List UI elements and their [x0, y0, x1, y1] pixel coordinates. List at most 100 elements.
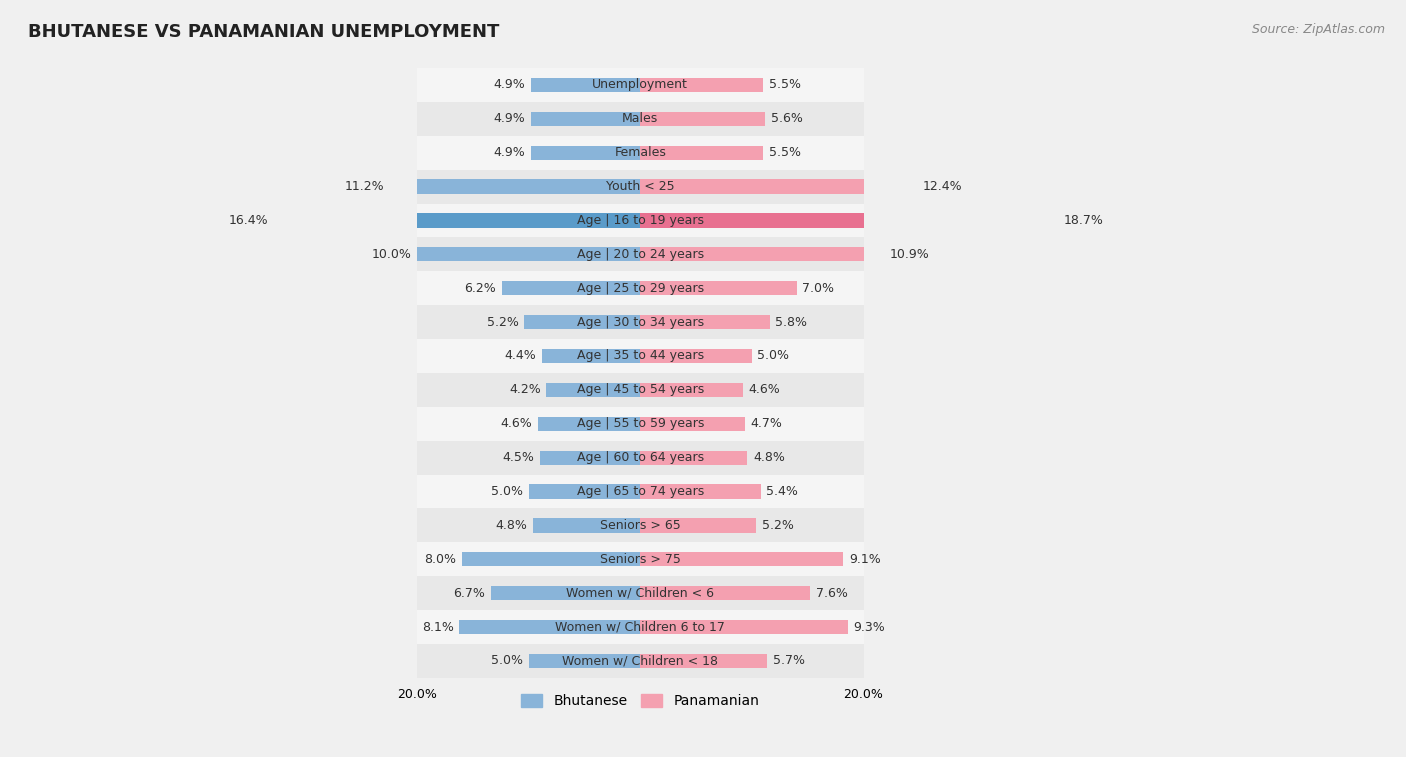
- Bar: [418, 339, 863, 373]
- Text: 18.7%: 18.7%: [1063, 214, 1104, 227]
- Text: Women w/ Children < 18: Women w/ Children < 18: [562, 654, 718, 668]
- Text: 4.8%: 4.8%: [754, 451, 785, 464]
- Text: 5.0%: 5.0%: [758, 350, 789, 363]
- Bar: [418, 542, 863, 576]
- Text: Females: Females: [614, 146, 666, 159]
- Bar: [460, 620, 640, 634]
- Text: Age | 25 to 29 years: Age | 25 to 29 years: [576, 282, 704, 294]
- Text: 10.0%: 10.0%: [371, 248, 412, 261]
- Text: 4.2%: 4.2%: [509, 383, 541, 397]
- Bar: [529, 484, 640, 499]
- Text: 6.7%: 6.7%: [453, 587, 485, 600]
- Text: 16.4%: 16.4%: [229, 214, 269, 227]
- Bar: [531, 112, 640, 126]
- Text: 4.9%: 4.9%: [494, 112, 526, 126]
- Text: 4.6%: 4.6%: [748, 383, 780, 397]
- Text: 9.1%: 9.1%: [849, 553, 880, 565]
- Bar: [418, 248, 640, 261]
- Bar: [491, 586, 640, 600]
- Legend: Bhutanese, Panamanian: Bhutanese, Panamanian: [516, 689, 765, 714]
- Text: 4.7%: 4.7%: [751, 417, 783, 430]
- Bar: [502, 281, 640, 295]
- Text: 6.2%: 6.2%: [464, 282, 496, 294]
- Bar: [418, 102, 863, 136]
- Bar: [418, 441, 863, 475]
- Text: Women w/ Children 6 to 17: Women w/ Children 6 to 17: [555, 621, 725, 634]
- Text: 4.6%: 4.6%: [501, 417, 531, 430]
- Bar: [640, 416, 745, 431]
- Bar: [640, 586, 810, 600]
- Text: Women w/ Children < 6: Women w/ Children < 6: [567, 587, 714, 600]
- Bar: [418, 610, 863, 644]
- Text: 5.2%: 5.2%: [486, 316, 519, 329]
- Bar: [640, 349, 752, 363]
- Bar: [533, 519, 640, 532]
- Text: Age | 35 to 44 years: Age | 35 to 44 years: [576, 350, 704, 363]
- Bar: [640, 145, 763, 160]
- Text: 7.6%: 7.6%: [815, 587, 848, 600]
- Bar: [418, 204, 863, 238]
- Text: Age | 65 to 74 years: Age | 65 to 74 years: [576, 485, 704, 498]
- Text: 5.5%: 5.5%: [769, 79, 800, 92]
- Text: 4.4%: 4.4%: [505, 350, 537, 363]
- Text: 5.5%: 5.5%: [769, 146, 800, 159]
- Text: 5.8%: 5.8%: [775, 316, 807, 329]
- Text: 4.9%: 4.9%: [494, 79, 526, 92]
- Bar: [640, 552, 844, 566]
- Text: 4.8%: 4.8%: [495, 519, 527, 532]
- Bar: [540, 450, 640, 465]
- Bar: [640, 315, 769, 329]
- Bar: [274, 213, 640, 228]
- Bar: [640, 484, 761, 499]
- Text: 5.0%: 5.0%: [491, 654, 523, 668]
- Text: Unemployment: Unemployment: [592, 79, 688, 92]
- Text: 5.2%: 5.2%: [762, 519, 794, 532]
- Bar: [640, 213, 1057, 228]
- Bar: [640, 179, 917, 194]
- Bar: [531, 145, 640, 160]
- Bar: [640, 281, 797, 295]
- Text: 5.4%: 5.4%: [766, 485, 799, 498]
- Bar: [418, 271, 863, 305]
- Bar: [640, 248, 883, 261]
- Text: Age | 16 to 19 years: Age | 16 to 19 years: [576, 214, 704, 227]
- Text: Youth < 25: Youth < 25: [606, 180, 675, 193]
- Bar: [640, 112, 765, 126]
- Bar: [640, 620, 848, 634]
- Bar: [640, 519, 756, 532]
- Bar: [418, 170, 863, 204]
- Text: 4.9%: 4.9%: [494, 146, 526, 159]
- Text: Age | 55 to 59 years: Age | 55 to 59 years: [576, 417, 704, 430]
- Text: Seniors > 65: Seniors > 65: [600, 519, 681, 532]
- Bar: [418, 373, 863, 407]
- Text: 7.0%: 7.0%: [801, 282, 834, 294]
- Text: Age | 30 to 34 years: Age | 30 to 34 years: [576, 316, 704, 329]
- Text: Seniors > 75: Seniors > 75: [600, 553, 681, 565]
- Bar: [541, 349, 640, 363]
- Bar: [640, 383, 742, 397]
- Bar: [418, 576, 863, 610]
- Text: BHUTANESE VS PANAMANIAN UNEMPLOYMENT: BHUTANESE VS PANAMANIAN UNEMPLOYMENT: [28, 23, 499, 41]
- Bar: [537, 416, 640, 431]
- Text: Source: ZipAtlas.com: Source: ZipAtlas.com: [1251, 23, 1385, 36]
- Text: 5.6%: 5.6%: [770, 112, 803, 126]
- Text: 10.9%: 10.9%: [889, 248, 929, 261]
- Text: 5.7%: 5.7%: [773, 654, 806, 668]
- Bar: [461, 552, 640, 566]
- Text: 5.0%: 5.0%: [491, 485, 523, 498]
- Bar: [418, 509, 863, 542]
- Bar: [529, 654, 640, 668]
- Text: Age | 60 to 64 years: Age | 60 to 64 years: [576, 451, 704, 464]
- Text: Age | 45 to 54 years: Age | 45 to 54 years: [576, 383, 704, 397]
- Text: 4.5%: 4.5%: [502, 451, 534, 464]
- Bar: [418, 407, 863, 441]
- Text: 9.3%: 9.3%: [853, 621, 886, 634]
- Bar: [418, 136, 863, 170]
- Bar: [418, 475, 863, 509]
- Bar: [640, 450, 748, 465]
- Bar: [640, 654, 768, 668]
- Text: 8.0%: 8.0%: [425, 553, 456, 565]
- Bar: [418, 238, 863, 271]
- Bar: [547, 383, 640, 397]
- Bar: [531, 78, 640, 92]
